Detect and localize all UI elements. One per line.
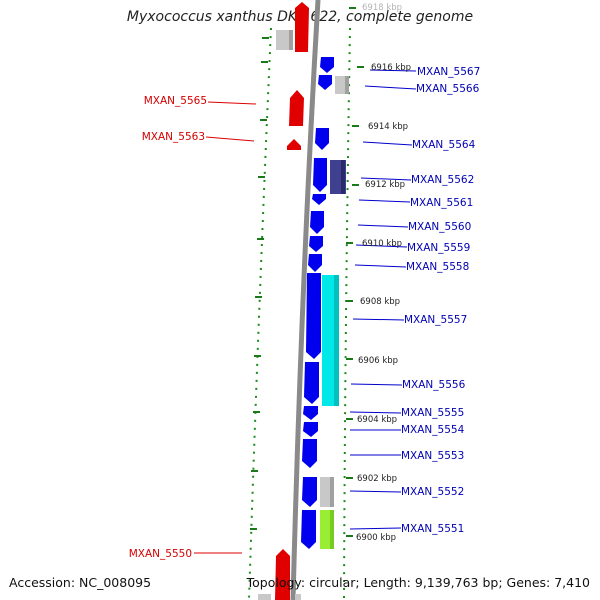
inner-ticks — [250, 37, 269, 530]
gene-arrow — [295, 2, 309, 52]
left-gene-labels: MXAN_5565 MXAN_5563 MXAN_5550 — [129, 95, 207, 560]
gene-label: MXAN_5556 — [402, 379, 466, 391]
gene-arrow — [302, 439, 317, 468]
gene-label: MXAN_5564 — [412, 139, 476, 151]
gene-arrow — [275, 549, 290, 600]
reverse-genes — [301, 57, 334, 549]
gene-arrow — [313, 158, 327, 192]
gene-label: MXAN_5567 — [417, 66, 480, 78]
scale-label: 6918 kbp — [362, 3, 402, 13]
forward-genes — [275, 2, 309, 600]
gene-arrow — [309, 236, 323, 252]
gene-label: MXAN_5562 — [411, 174, 474, 186]
scale-label: 6912 kbp — [365, 180, 405, 190]
gene-arrow — [310, 211, 324, 234]
gene-arrow — [303, 406, 318, 420]
gene-arrow — [301, 510, 316, 549]
gene-arrow — [308, 254, 322, 272]
cyan-feature — [334, 275, 339, 406]
gene-arrow — [303, 422, 318, 437]
scale-label: 6900 kbp — [356, 533, 396, 543]
gene-label: MXAN_5554 — [401, 424, 465, 436]
gene-arrow — [306, 273, 321, 359]
gene-label: MXAN_5560 — [408, 221, 471, 233]
gene-label: MXAN_5561 — [410, 197, 473, 209]
scale-label: 6914 kbp — [368, 122, 408, 132]
scale-label: 6904 kbp — [357, 415, 397, 425]
scale-label: 6906 kbp — [358, 356, 398, 366]
gene-label: MXAN_5565 — [144, 95, 207, 107]
other-features — [258, 30, 349, 600]
grey-feature — [276, 30, 290, 50]
gene-arrow — [312, 194, 326, 205]
grey-feature — [330, 477, 334, 507]
right-connectors — [349, 69, 417, 530]
scale-label: 6908 kbp — [360, 297, 400, 307]
gene-arrow — [302, 477, 317, 507]
left-connectors — [194, 101, 257, 554]
gene-arrow — [320, 57, 334, 73]
gene-arrow — [289, 90, 304, 126]
outer-ticks — [346, 7, 364, 537]
gene-label: MXAN_5553 — [401, 450, 464, 462]
outer-dotted-ring — [343, 27, 351, 600]
scale-label: 6902 kbp — [357, 474, 397, 484]
grey-feature — [345, 76, 349, 94]
gene-label: MXAN_5566 — [416, 83, 480, 95]
accession-text: Accession: NC_008095 — [9, 575, 152, 590]
grey-feature — [289, 30, 293, 50]
gene-arrow — [304, 362, 319, 404]
gene-arrow — [318, 75, 332, 90]
gene-label: MXAN_5552 — [401, 486, 464, 498]
gene-label: MXAN_5555 — [401, 407, 464, 419]
gene-label: MXAN_5559 — [407, 242, 470, 254]
inner-dotted-ring — [248, 27, 272, 600]
scale-labels: 6918 kbp 6916 kbp 6914 kbp 6912 kbp 6910… — [356, 3, 411, 543]
gene-label: MXAN_5558 — [406, 261, 469, 273]
gene-label: MXAN_5550 — [129, 548, 192, 560]
backbone-ring — [290, 0, 321, 600]
gene-arrow — [287, 139, 301, 150]
green-feature — [330, 510, 334, 549]
gene-label: MXAN_5551 — [401, 523, 464, 535]
grey-feature — [295, 594, 301, 600]
gene-arrow — [315, 128, 329, 150]
grey-feature — [258, 594, 271, 600]
scale-label: 6916 kbp — [371, 63, 411, 73]
navy-feature — [341, 160, 345, 194]
scale-label: 6910 kbp — [362, 239, 402, 249]
gene-label: MXAN_5557 — [404, 314, 467, 326]
gene-label: MXAN_5563 — [142, 131, 205, 143]
topology-text: Topology: circular; Length: 9,139,763 bp… — [246, 575, 590, 590]
right-gene-labels: MXAN_5567 MXAN_5566 MXAN_5564 MXAN_5562 … — [401, 66, 480, 535]
